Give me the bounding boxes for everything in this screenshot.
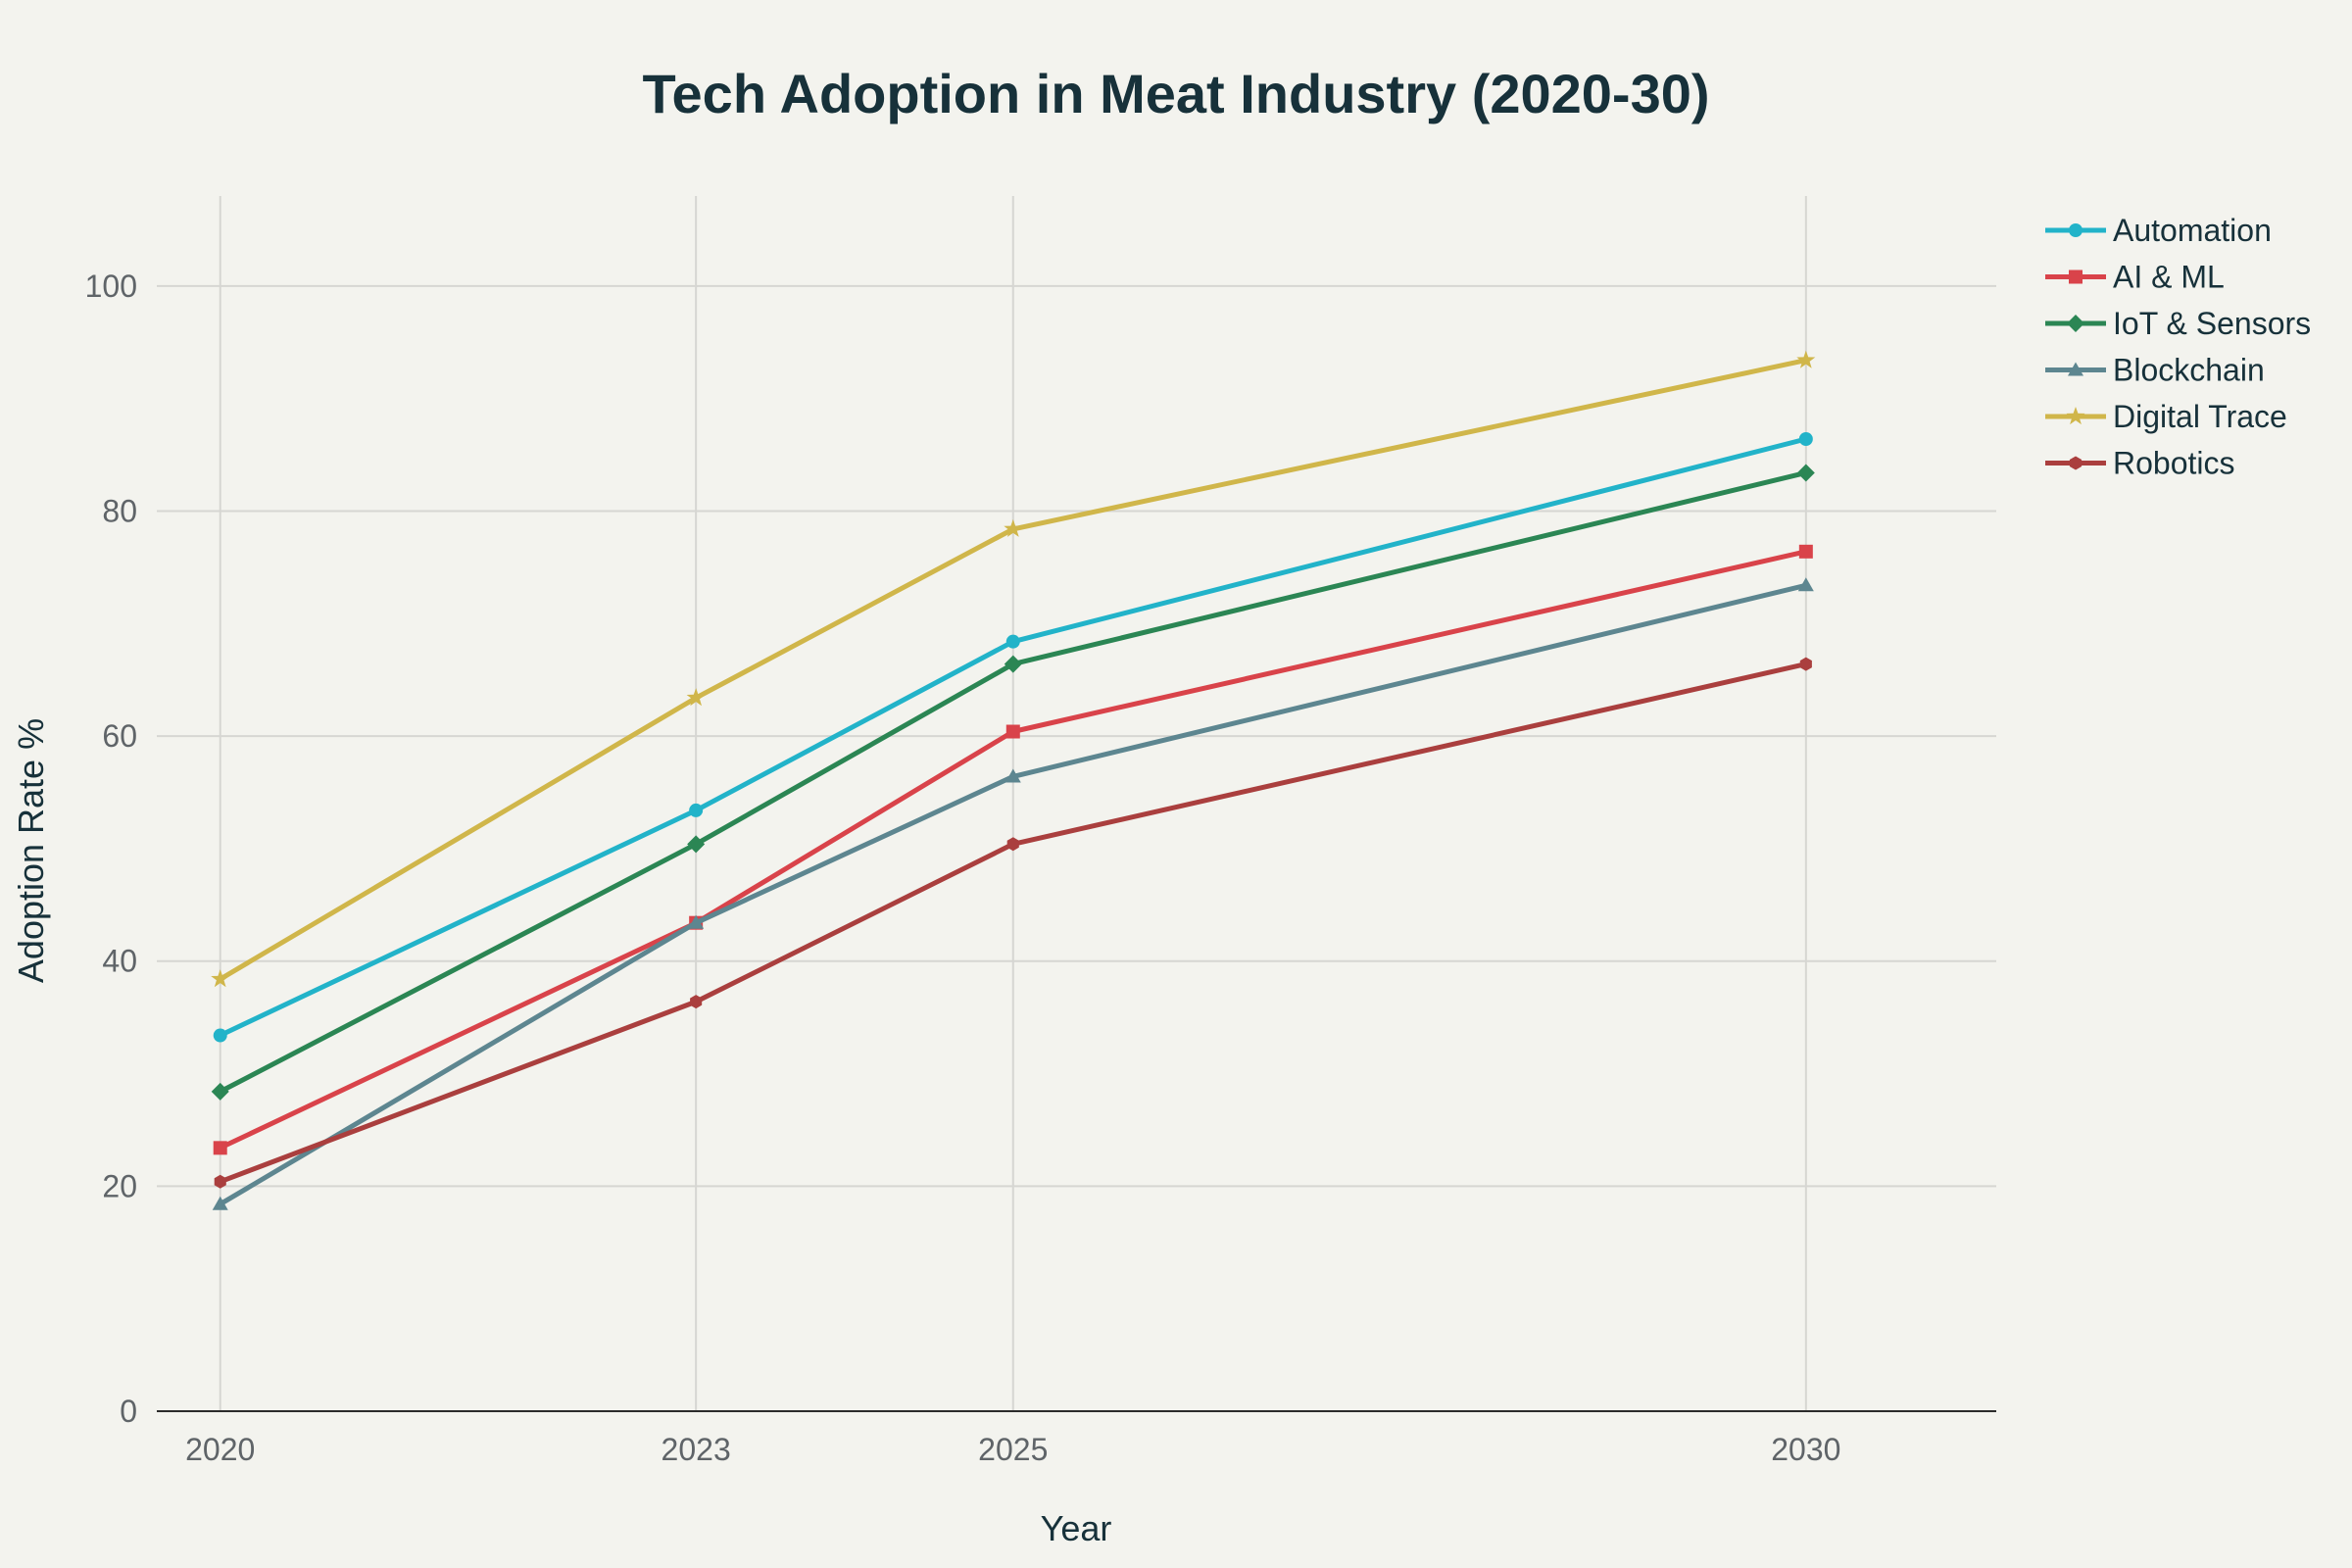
legend-item-blockchain[interactable]: Blockchain bbox=[2045, 353, 2265, 388]
data-point-iot-sensors[interactable] bbox=[1004, 655, 1022, 673]
legend-marker[interactable] bbox=[2068, 362, 2083, 376]
data-point-blockchain[interactable] bbox=[1004, 768, 1021, 783]
y-tick-label: 80 bbox=[102, 493, 137, 528]
y-axis-title: Adoption Rate % bbox=[11, 718, 51, 983]
y-tick-label: 60 bbox=[102, 718, 137, 754]
tick-layer: 0 20 40 60 80 100 2020 2023 2025 2030 bbox=[85, 269, 1841, 1467]
legend-label: Robotics bbox=[2113, 446, 2235, 481]
legend-label: Digital Trace bbox=[2113, 399, 2287, 434]
series-digital-trace bbox=[211, 350, 1816, 988]
series-iot-sensors bbox=[211, 464, 1815, 1101]
data-point-blockchain[interactable] bbox=[688, 914, 705, 929]
data-point-digital-trace[interactable] bbox=[1796, 350, 1816, 368]
data-point-iot-sensors[interactable] bbox=[1796, 464, 1815, 482]
series-robotics bbox=[214, 657, 1812, 1189]
series-line-iot-sensors[interactable] bbox=[218, 469, 1809, 1095]
x-tick-label: 2020 bbox=[185, 1432, 255, 1467]
series-automation bbox=[213, 432, 1813, 1043]
x-tick-label: 2030 bbox=[1771, 1432, 1840, 1467]
series-line-blockchain[interactable] bbox=[218, 582, 1809, 1207]
data-point-digital-trace[interactable] bbox=[1004, 518, 1023, 537]
legend-label: Automation bbox=[2113, 213, 2272, 248]
data-point-automation[interactable] bbox=[213, 1028, 227, 1043]
data-point-iot-sensors[interactable] bbox=[211, 1082, 229, 1101]
legend-marker[interactable] bbox=[2069, 456, 2082, 470]
legend-label: IoT & Sensors bbox=[2113, 306, 2311, 341]
chart-title: Tech Adoption in Meat Industry (2020-30) bbox=[642, 63, 1709, 124]
legend-item-digital-trace[interactable]: Digital Trace bbox=[2045, 399, 2287, 434]
data-point-automation[interactable] bbox=[689, 803, 704, 817]
data-point-ai-ml[interactable] bbox=[1798, 544, 1813, 559]
y-tick-label: 40 bbox=[102, 944, 137, 979]
data-point-blockchain[interactable] bbox=[212, 1196, 228, 1210]
legend-marker[interactable] bbox=[2066, 407, 2085, 425]
y-tick-label: 20 bbox=[102, 1168, 137, 1203]
legend-marker[interactable] bbox=[2067, 315, 2084, 332]
y-tick-label: 100 bbox=[85, 269, 137, 304]
y-tick-label: 0 bbox=[120, 1394, 137, 1429]
legend-marker[interactable] bbox=[2069, 270, 2082, 284]
x-tick-label: 2025 bbox=[978, 1432, 1048, 1467]
data-point-digital-trace[interactable] bbox=[686, 688, 706, 707]
data-point-ai-ml[interactable] bbox=[213, 1141, 227, 1155]
legend-label: Blockchain bbox=[2113, 353, 2265, 388]
series-line-robotics[interactable] bbox=[218, 662, 1809, 1185]
legend-item-automation[interactable]: Automation bbox=[2045, 213, 2272, 248]
grid-layer bbox=[157, 196, 1996, 1411]
data-point-automation[interactable] bbox=[1005, 634, 1020, 649]
legend-item-ai-ml[interactable]: AI & ML bbox=[2045, 260, 2225, 295]
data-point-robotics[interactable] bbox=[1799, 657, 1812, 671]
data-point-iot-sensors[interactable] bbox=[687, 835, 706, 854]
legend-item-iot-sensors[interactable]: IoT & Sensors bbox=[2045, 306, 2311, 341]
series-line-automation[interactable] bbox=[218, 436, 1809, 1038]
data-point-ai-ml[interactable] bbox=[1005, 724, 1020, 739]
x-axis-title: Year bbox=[1041, 1508, 1112, 1548]
x-tick-label: 2023 bbox=[662, 1432, 731, 1467]
data-point-robotics[interactable] bbox=[214, 1174, 226, 1189]
data-point-digital-trace[interactable] bbox=[211, 969, 230, 988]
legend-marker[interactable] bbox=[2069, 223, 2082, 237]
legend-label: AI & ML bbox=[2113, 260, 2225, 295]
legend-item-robotics[interactable]: Robotics bbox=[2045, 446, 2235, 481]
data-point-robotics[interactable] bbox=[1006, 837, 1019, 852]
series-line-ai-ml[interactable] bbox=[218, 549, 1809, 1151]
series-line-digital-trace[interactable] bbox=[218, 358, 1809, 982]
legend[interactable]: Automation AI & ML IoT & Sensors Blockchain… bbox=[2045, 213, 2311, 481]
series-layer bbox=[211, 350, 1816, 1210]
data-point-automation[interactable] bbox=[1798, 432, 1813, 446]
data-point-blockchain[interactable] bbox=[1797, 577, 1814, 592]
series-blockchain bbox=[212, 577, 1814, 1210]
data-point-robotics[interactable] bbox=[690, 995, 703, 1009]
